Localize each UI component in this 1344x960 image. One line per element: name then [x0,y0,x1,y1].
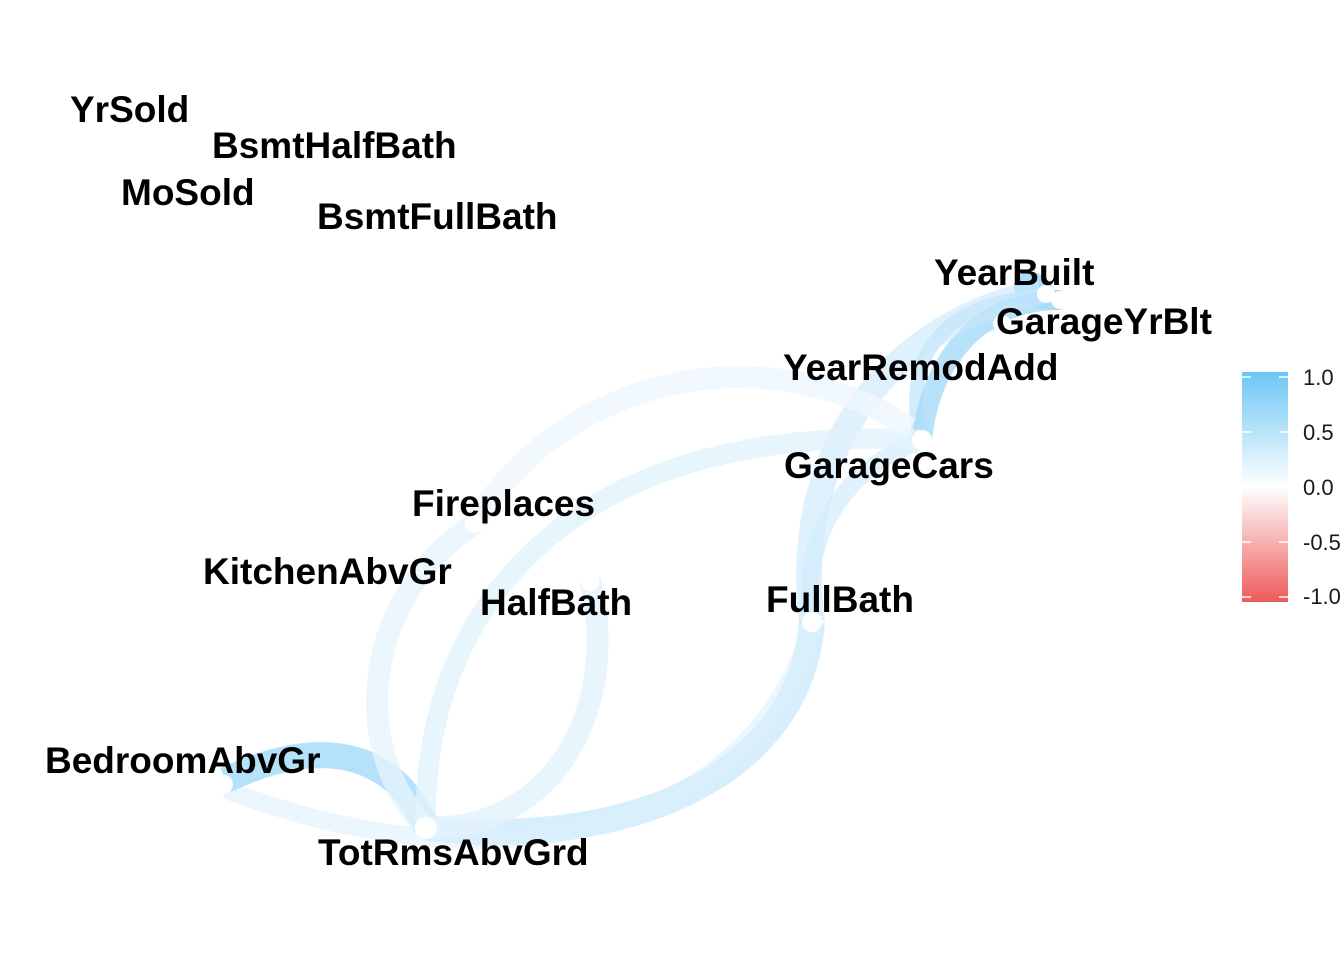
edge-fireplaces-yearremodadd [464,366,917,530]
node-label-fireplaces: Fireplaces [412,483,595,524]
legend-tick-label: 0.0 [1303,475,1334,500]
legend-tick-label: 1.0 [1303,365,1334,390]
node-label-halfbath: HalfBath [480,582,632,623]
node-point-halfbath [581,573,599,591]
edge-garagecars-fullbath [800,431,926,624]
node-point-yearremodadd [993,315,1011,333]
node-label-yearremodadd: YearRemodAdd [783,347,1059,388]
legend-tick-label: 0.5 [1303,420,1334,445]
node-label-garagecars: GarageCars [784,445,994,486]
node-label-totrmsabvgrd: TotRmsAbvGrd [318,832,589,873]
node-point-fullbath [802,612,822,632]
node-label-fullbath: FullBath [766,579,914,620]
node-label-bedroomabvgr: BedroomAbvGr [45,740,320,781]
node-label-bsmthalfbath: BsmtHalfBath [212,125,457,166]
edge-fullbath-bedroom [222,619,821,849]
node-point-fireplaces [465,515,483,533]
node-point-garageyrblt [1051,291,1069,309]
edge-totrms-fireplaces [366,514,481,836]
node-point-totrms [415,817,437,839]
legend-tick-marks [1242,376,1288,598]
color-legend: 1.0 0.5 0.0 -0.5 -1.0 [1242,365,1341,609]
legend-tick-label: -1.0 [1303,584,1341,609]
node-label-kitchenabvgr: KitchenAbvGr [203,551,452,592]
edges-layer [220,271,1068,849]
node-point-yearbuilt [1037,285,1055,303]
node-points [215,285,1069,839]
node-labels: YrSold BsmtHalfBath MoSold BsmtFullBath … [45,89,1212,873]
node-label-garageyrblt: GarageYrBlt [996,301,1212,342]
edge-yearbuilt-garagecars [917,319,1002,441]
node-label-yearbuilt: YearBuilt [934,252,1094,293]
node-label-yrsold: YrSold [70,89,189,130]
node-label-mosold: MoSold [121,172,255,213]
node-point-bedroom [215,775,233,793]
legend-tick-label: -0.5 [1303,530,1341,555]
node-label-bsmtfullbath: BsmtFullBath [317,196,558,237]
node-point-garagecars [912,430,932,450]
edge-totrms-garagecars [415,428,923,829]
edge-totrms-halfbath [425,577,609,840]
